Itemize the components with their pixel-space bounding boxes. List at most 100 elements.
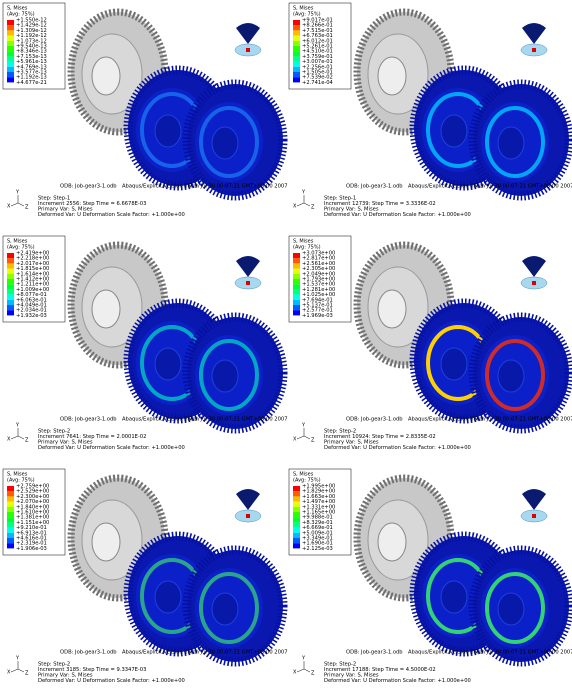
odb-name: ODB: Job-gear3-1.odb (346, 417, 403, 423)
triad-axis (304, 669, 310, 672)
legend-swatch (293, 46, 300, 51)
legend-swatch (293, 62, 300, 67)
deformed-var: Deformed Var: U Deformation Scale Factor… (38, 212, 185, 218)
legend-swatch (7, 310, 14, 315)
triad-axis (18, 669, 24, 672)
legend-swatch (293, 533, 300, 538)
legend-swatch (7, 41, 14, 46)
blue-gear-hub (155, 581, 181, 613)
legend-swatch (7, 300, 14, 305)
view-icon-mark (532, 48, 536, 52)
blue-gear-hub (498, 593, 524, 625)
legend-swatch (293, 36, 300, 41)
triad-x: X (7, 204, 11, 210)
legend-swatch (7, 528, 14, 533)
legend-value: +1.906e-03 (16, 546, 47, 552)
legend-swatch (293, 67, 300, 72)
legend-swatch (7, 51, 14, 56)
triad-x: X (293, 437, 297, 443)
panel: S, Mises(Avg: 75%)+9.017e-01+8.266e-01+7… (289, 3, 572, 218)
legend-swatch (293, 284, 300, 289)
odb-name: ODB: Job-gear3-1.odb (346, 184, 403, 190)
triad-axis (11, 669, 18, 672)
view-icon-top (236, 489, 260, 510)
legend-swatch (293, 496, 300, 501)
legend-swatch (293, 486, 300, 491)
legend-swatch (293, 305, 300, 310)
gray-gear-hub (92, 57, 120, 95)
legend-value: +2.741e-04 (302, 80, 334, 86)
gray-gear-hub (378, 57, 406, 95)
legend-swatch (7, 491, 14, 496)
version: Abaqus/Explicit Version 6.7-1 (408, 650, 484, 656)
view-icon-top (522, 256, 546, 277)
view-icon-mark (532, 514, 536, 518)
date: Mon Jul 30 00:07:21 GMT+08:00 2007 (188, 650, 288, 656)
version: Abaqus/Explicit Version 6.7-1 (408, 184, 484, 190)
legend-swatch (293, 543, 300, 548)
legend-swatch (293, 507, 300, 512)
triad-axis (11, 436, 18, 439)
legend-swatch (7, 512, 14, 517)
triad-y: Y (301, 423, 306, 429)
panel: S, Mises(Avg: 75%)+1.995e+00+1.829e+00+1… (289, 469, 572, 684)
date: Mon Jul 30 00:07:21 GMT+08:00 2007 (474, 650, 572, 656)
legend-swatch (7, 486, 14, 491)
deformed-var: Deformed Var: U Deformation Scale Factor… (38, 445, 185, 451)
view-icon-top (236, 256, 260, 277)
legend-swatch (293, 72, 300, 77)
blue-gear-hub (155, 115, 181, 147)
legend-swatch (7, 279, 14, 284)
triad-axis (18, 436, 24, 439)
triad-y: Y (15, 423, 20, 429)
deformed-var: Deformed Var: U Deformation Scale Factor… (324, 212, 471, 218)
legend-swatch (293, 263, 300, 268)
view-icon-top (522, 23, 546, 44)
legend-swatch (293, 279, 300, 284)
blue-gear-hub (212, 127, 238, 159)
legend-swatch (7, 77, 14, 82)
legend-swatch (293, 522, 300, 527)
legend-swatch (7, 295, 14, 300)
blue-gear-hub (498, 360, 524, 392)
panel: S, Mises(Avg: 75%)+3.073e+00+2.817e+00+2… (289, 236, 572, 451)
date: Mon Jul 30 00:07:21 GMT+08:00 2007 (474, 184, 572, 190)
view-icon-mark (246, 281, 250, 285)
version: Abaqus/Explicit Version 6.7-1 (122, 650, 198, 656)
triad-x: X (293, 204, 297, 210)
legend-swatch (293, 77, 300, 82)
triad-x: X (7, 670, 11, 676)
view-icon-mark (532, 281, 536, 285)
view-icon-mark (246, 48, 250, 52)
legend-swatch (7, 522, 14, 527)
legend-swatch (7, 269, 14, 274)
legend-swatch (293, 274, 300, 279)
triad-axis (297, 436, 304, 439)
legend-swatch (293, 502, 300, 507)
triad-z: Z (311, 205, 315, 211)
legend-swatch (293, 517, 300, 522)
odb-name: ODB: Job-gear3-1.odb (60, 417, 117, 423)
legend-swatch (7, 533, 14, 538)
figure: S, Mises(Avg: 75%)+1.550e-12+1.429e-12+1… (0, 0, 572, 700)
legend-swatch (7, 517, 14, 522)
triad-y: Y (301, 190, 306, 196)
legend-swatch (7, 62, 14, 67)
legend-value: +4.677e-21 (16, 80, 47, 86)
legend-swatch (293, 25, 300, 30)
legend-swatch (7, 258, 14, 263)
triad-y: Y (15, 190, 20, 196)
legend-swatch (7, 289, 14, 294)
legend-swatch (293, 512, 300, 517)
legend-swatch (293, 258, 300, 263)
gray-gear-hub (92, 523, 120, 561)
legend-swatch (7, 496, 14, 501)
legend-swatch (7, 36, 14, 41)
blue-gear-hub (212, 593, 238, 625)
triad-z: Z (311, 438, 315, 444)
triad-z: Z (25, 205, 29, 211)
legend-swatch (7, 253, 14, 258)
legend-swatch (7, 20, 14, 25)
odb-name: ODB: Job-gear3-1.odb (60, 184, 117, 190)
legend-swatch (7, 274, 14, 279)
